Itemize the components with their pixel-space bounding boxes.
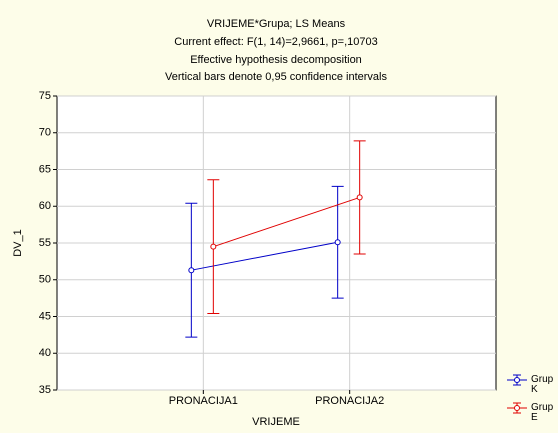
point [188,267,195,274]
y-tick-label: 65 [39,163,51,175]
y-axis-label: DV_1 [12,229,24,257]
y-tick-label: 55 [39,237,51,249]
subtitle: Vertical bars denote 0,95 confidence int… [165,71,387,83]
point [334,239,341,246]
legend-marker [514,405,520,411]
y-tick-label: 35 [39,384,51,396]
series-line [191,241,338,271]
y-tick-label: 45 [39,310,51,322]
series-line [213,196,360,248]
legend-marker [514,377,520,383]
legend-label: Grup K [531,374,554,395]
y-tick-label: 60 [39,200,51,212]
legend-label: Grup E [531,402,554,423]
y-tick-label: 50 [39,274,51,286]
point [210,243,217,250]
x-tick-label: PRONACIJA2 [315,395,384,407]
subtitle: Current effect: F(1, 14)=2,9661, p=,1070… [174,36,377,48]
y-tick-label: 70 [39,127,51,139]
y-tick-label: 40 [39,347,51,359]
x-tick-label: PRONACIJA1 [169,395,238,407]
y-tick-label: 75 [39,90,51,102]
chart-title: VRIJEME*Grupa; LS Means [207,18,346,30]
point [356,194,363,201]
subtitle: Effective hypothesis decomposition [190,54,362,66]
x-axis-label: VRIJEME [252,416,300,428]
